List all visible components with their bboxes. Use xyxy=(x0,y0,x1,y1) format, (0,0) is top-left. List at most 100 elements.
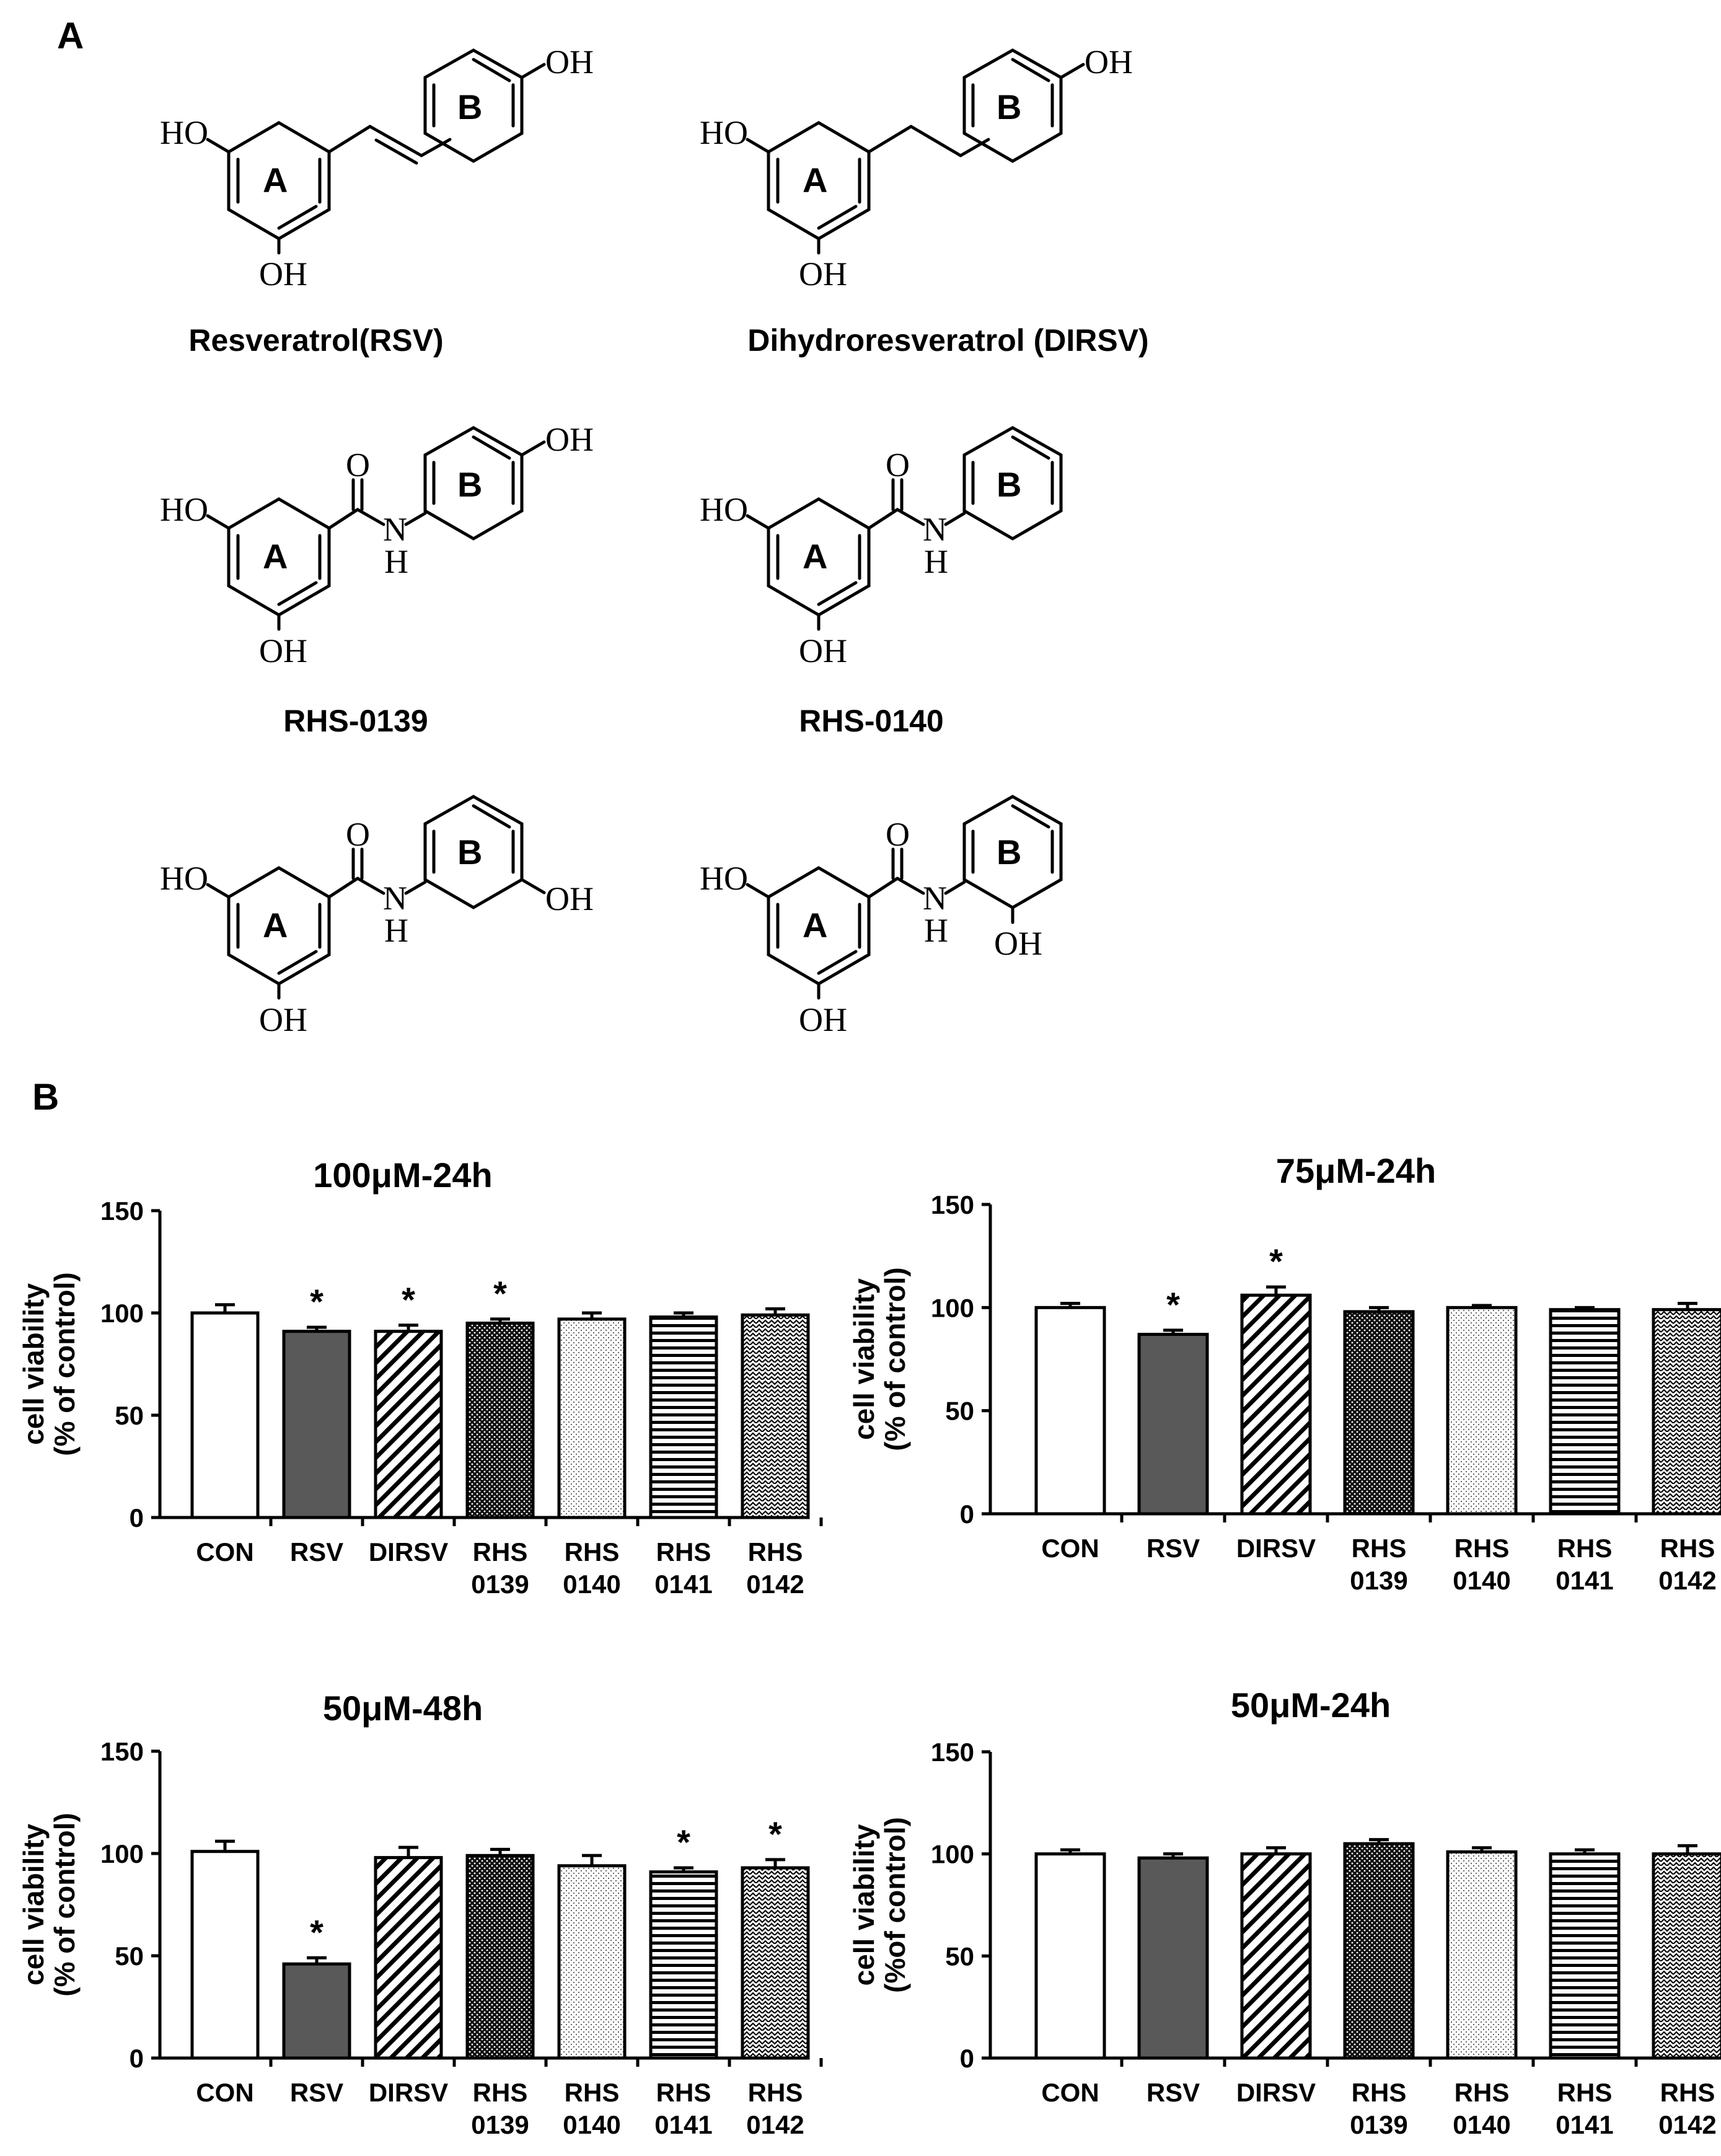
bar-6 xyxy=(649,1870,718,2060)
category-label: 0141 xyxy=(1556,2110,1613,2139)
bar-1 xyxy=(1034,1306,1106,1516)
atom-oh: OH xyxy=(799,632,847,669)
compound-name-rhs-0139: RHS-0139 xyxy=(283,704,428,738)
bar-5 xyxy=(557,1317,627,1519)
ring-a-label: A xyxy=(263,161,288,200)
category-label: DIRSV xyxy=(369,2078,448,2107)
atom-ho: HO xyxy=(160,860,208,897)
ring-a-label: A xyxy=(803,537,827,576)
category-label: 0139 xyxy=(471,1570,529,1599)
category-label: DIRSV xyxy=(369,1537,448,1566)
category-label: RHS xyxy=(1455,2078,1510,2107)
ring-b-label: B xyxy=(457,465,482,504)
ring-b-label: B xyxy=(997,833,1021,872)
y-tick-label: 100 xyxy=(100,1839,144,1868)
y-tick-label: 50 xyxy=(945,1397,974,1426)
bar-2 xyxy=(1137,1333,1209,1516)
category-label: RSV xyxy=(290,2078,343,2107)
category-label: 0140 xyxy=(563,1570,620,1599)
atom-labels: HO OH OH A B HO OH OH A B HO OH OH O N H… xyxy=(160,43,1133,1038)
bar-2 xyxy=(1137,1856,1209,2060)
category-label: 0142 xyxy=(746,1570,804,1599)
atom-o: O xyxy=(886,816,910,853)
atom-ho: HO xyxy=(700,860,748,897)
category-label: 0140 xyxy=(1453,2110,1510,2139)
category-label: CON xyxy=(1041,2078,1099,2107)
category-label: 0142 xyxy=(746,2110,804,2139)
chart-title: 100μM-24h xyxy=(313,1155,493,1195)
bar-5 xyxy=(1446,1850,1518,2060)
ring-a-label: A xyxy=(803,906,827,945)
atom-ho: HO xyxy=(160,114,208,151)
y-tick-label: 0 xyxy=(130,2044,144,2073)
significance-star: * xyxy=(310,1912,324,1951)
atom-h: H xyxy=(924,543,948,580)
ring-b-label: B xyxy=(997,465,1021,504)
y-axis-label: cell viability xyxy=(848,1824,880,1986)
atom-h: H xyxy=(384,543,408,580)
category-label: RHS xyxy=(565,1537,620,1566)
atom-h: H xyxy=(924,912,948,949)
y-tick-label: 150 xyxy=(100,1196,144,1226)
bar-4 xyxy=(465,1853,535,2060)
bar-4 xyxy=(465,1322,535,1519)
atom-n: N xyxy=(923,880,947,917)
category-label: RHS xyxy=(1660,1534,1715,1563)
ring-b-label: B xyxy=(997,87,1021,126)
bar-7 xyxy=(741,1313,810,1519)
atom-oh: OH xyxy=(259,255,307,293)
chemical-structures xyxy=(206,48,1085,1000)
bar-5 xyxy=(1446,1306,1518,1516)
atom-n: N xyxy=(383,880,407,917)
bar-3 xyxy=(374,1856,443,2060)
chart-2: 75μM-24h 0 50 100 150 cell viability(% of con… xyxy=(848,1151,1721,1595)
bar-7 xyxy=(741,1866,810,2060)
category-label: RHS xyxy=(1660,2078,1715,2107)
y-axis-label: (% of control) xyxy=(879,1267,911,1451)
atom-ho: HO xyxy=(160,491,208,528)
significance-star: * xyxy=(1269,1242,1283,1281)
bar-4 xyxy=(1343,1842,1415,2060)
category-label: RSV xyxy=(290,1537,343,1566)
atom-oh: OH xyxy=(259,632,307,669)
y-axis-label: (% of control) xyxy=(48,1272,81,1456)
category-label: 0141 xyxy=(654,2110,712,2139)
category-label: CON xyxy=(1041,1534,1099,1563)
atom-o: O xyxy=(346,816,370,853)
bar-2 xyxy=(282,1330,351,1519)
category-label: RHS xyxy=(565,2078,620,2107)
y-axis-label: cell viability xyxy=(848,1278,880,1440)
category-label: 0139 xyxy=(471,2110,529,2139)
compound-name-rhs-0140: RHS-0140 xyxy=(799,704,943,738)
bar-4 xyxy=(1343,1310,1415,1516)
y-axis-label: (%of control) xyxy=(879,1817,911,1993)
significance-star: * xyxy=(310,1282,324,1321)
compound-names: Resveratrol(RSV) Dihydroresveratrol (DIR… xyxy=(188,323,1148,738)
structure-resveratrol xyxy=(206,48,546,255)
structure-meta-hydroxy-analog xyxy=(206,795,546,1000)
bar-6 xyxy=(1549,1308,1621,1516)
ring-a-label: A xyxy=(263,906,288,945)
category-label: 0142 xyxy=(1658,1566,1716,1595)
bar-6 xyxy=(649,1315,718,1519)
category-label: RHS xyxy=(1455,1534,1510,1563)
structure-dihydroresveratrol xyxy=(746,48,1085,255)
category-label: RSV xyxy=(1147,1534,1200,1563)
bar-3 xyxy=(1240,1293,1312,1516)
significance-star: * xyxy=(402,1280,415,1319)
structure-rhs-0140 xyxy=(746,426,1063,631)
category-label: 0142 xyxy=(1658,2110,1716,2139)
panel-b-label: B xyxy=(32,1076,59,1118)
chart-1: 100μM-24h 0 50 100 150 cell viability(% of co… xyxy=(17,1155,823,1599)
category-label: RHS xyxy=(1352,2078,1407,2107)
category-label: 0141 xyxy=(1556,1566,1613,1595)
atom-oh: OH xyxy=(259,1001,307,1038)
bar-3 xyxy=(374,1330,443,1519)
y-tick-label: 50 xyxy=(115,1942,144,1971)
atom-oh: OH xyxy=(1085,43,1133,81)
y-tick-label: 100 xyxy=(100,1299,144,1328)
atom-oh: OH xyxy=(545,421,594,458)
significance-star: * xyxy=(1166,1285,1180,1324)
significance-star: * xyxy=(493,1274,507,1313)
